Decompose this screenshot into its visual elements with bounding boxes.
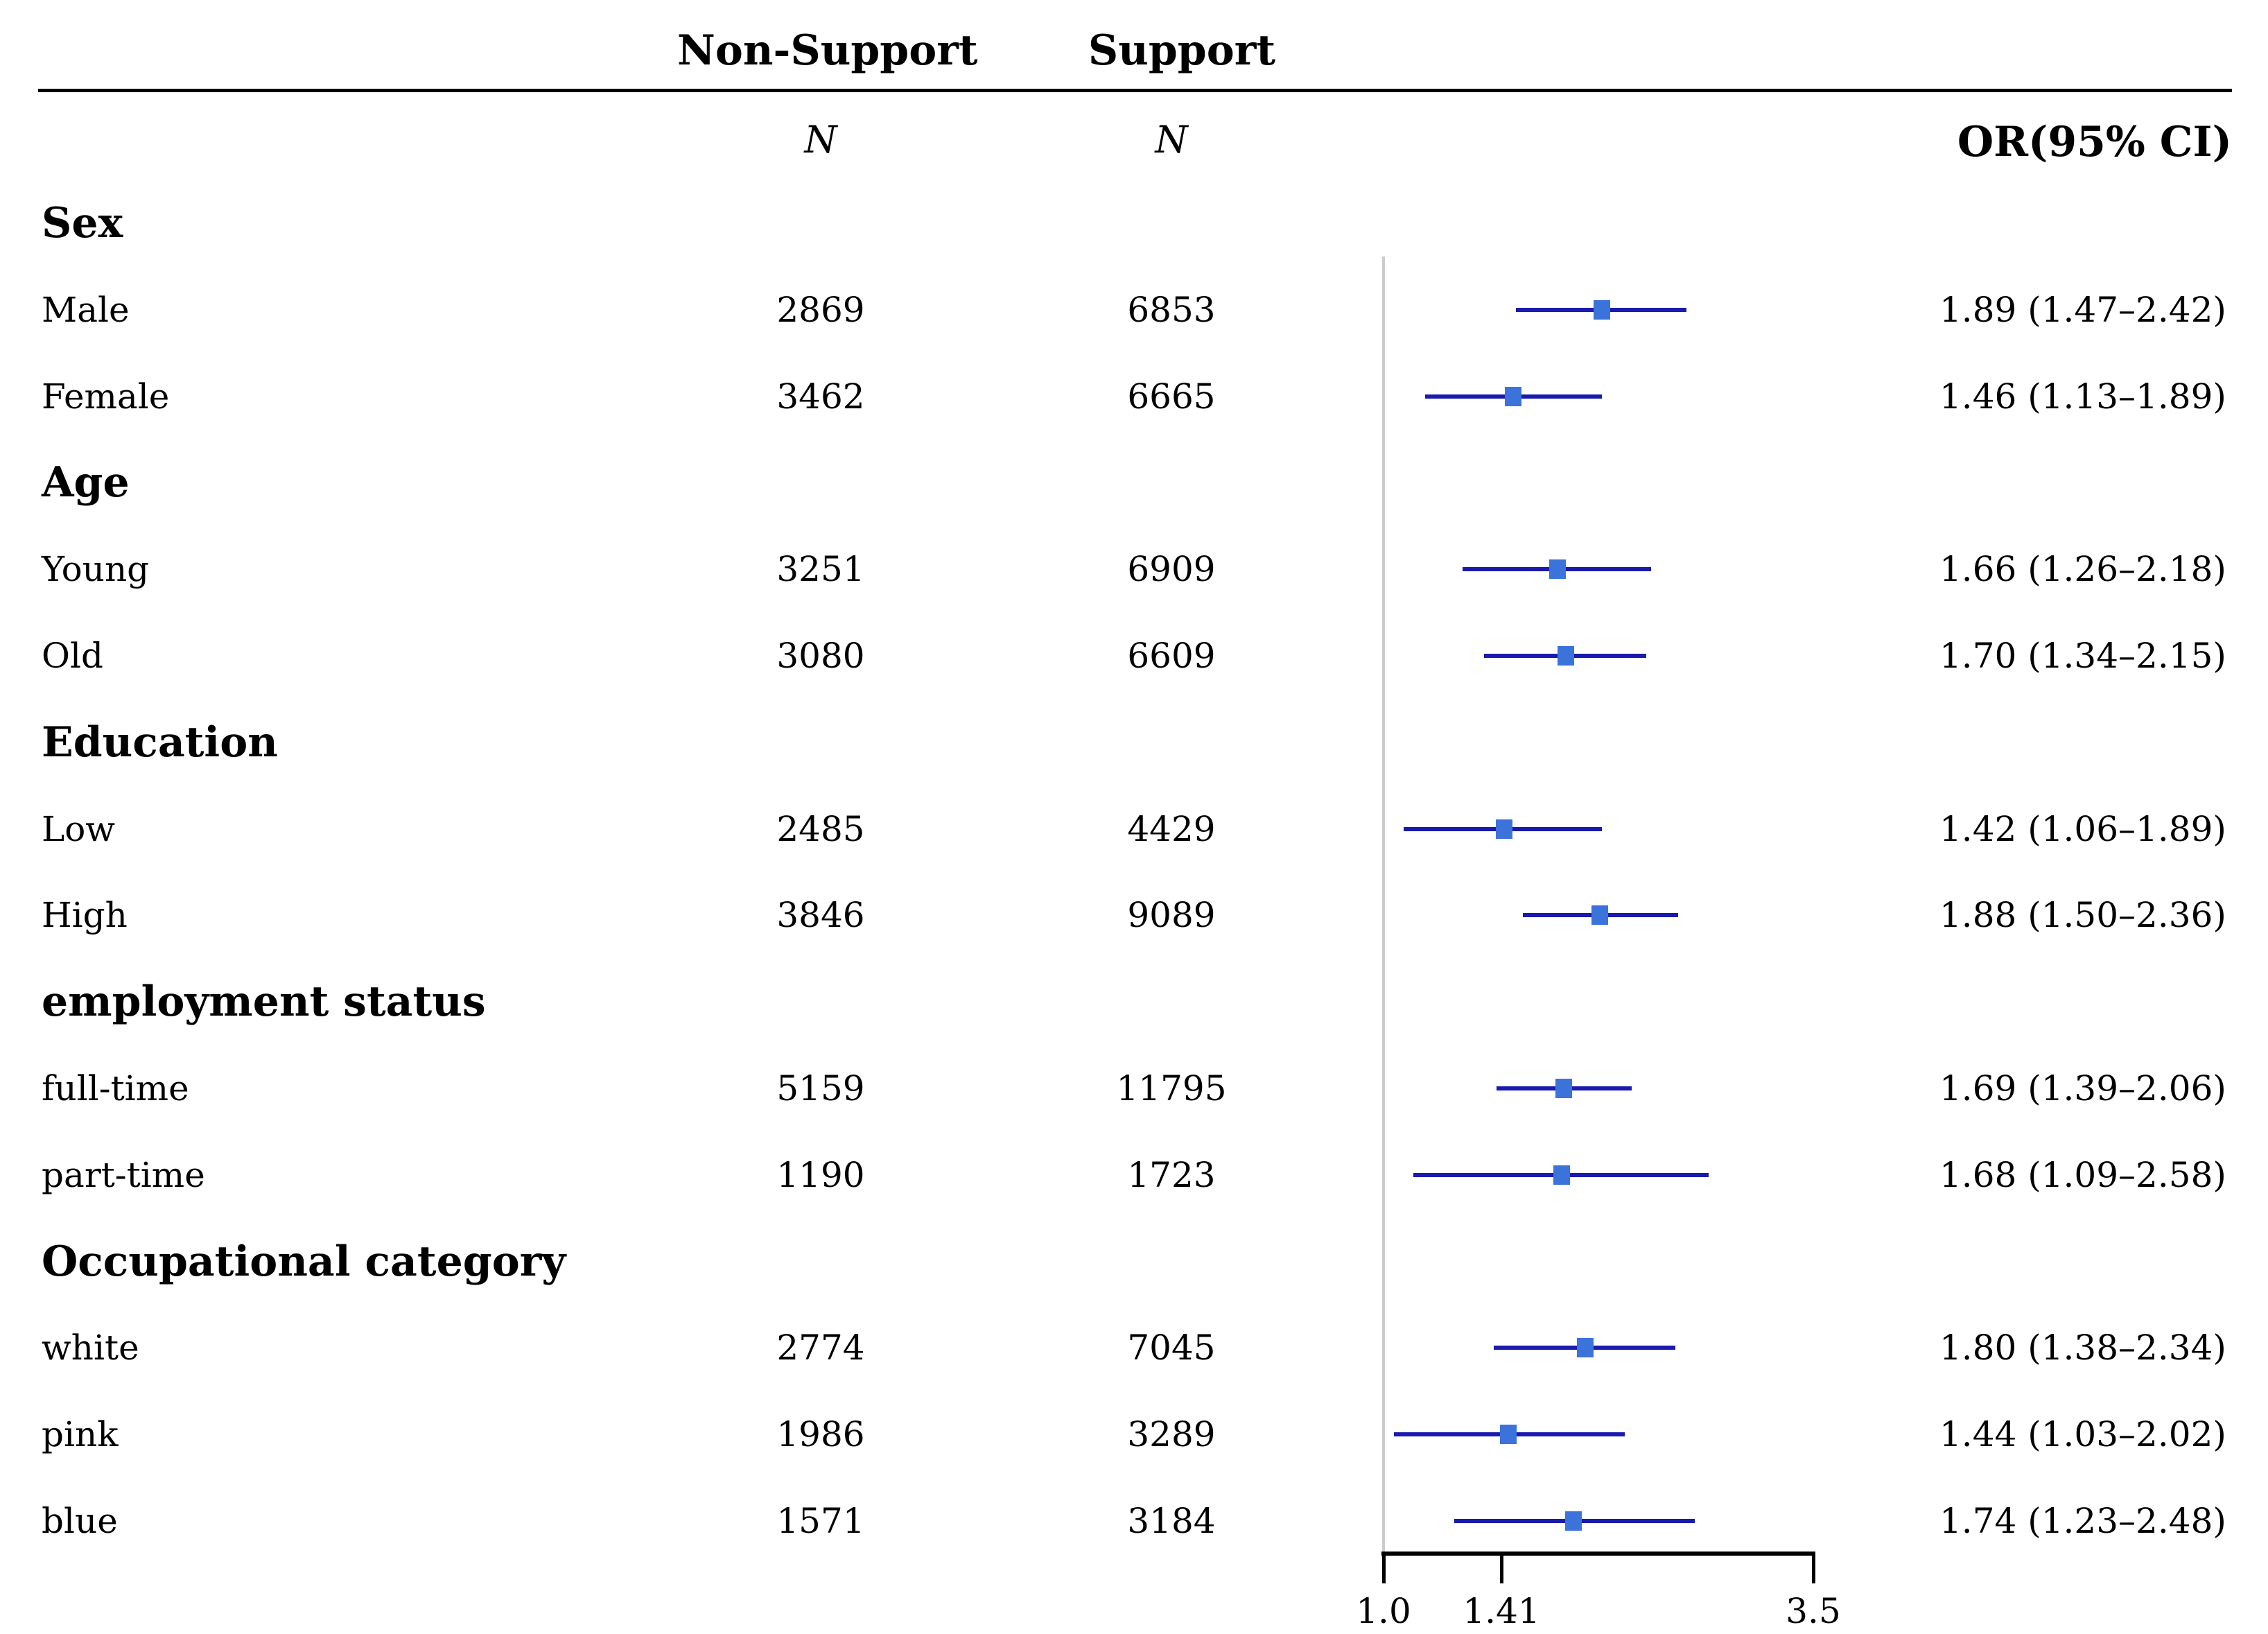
x-axis-label-1.41: 1.41 [1463,1591,1540,1631]
or-marker-old [1557,646,1574,666]
or-marker-young [1549,559,1566,580]
column-header-n-non-support: N [804,118,837,162]
x-axis-tick-1.0 [1381,1552,1386,1583]
or-ci-text-blue: 1.74 (1.23–2.48) [1939,1501,2226,1541]
row-label-male: Male [42,289,130,330]
x-axis-label-1.0: 1.0 [1356,1591,1411,1631]
section-row-education: Education [0,718,2268,767]
or-marker-blue [1565,1511,1582,1531]
or-ci-text-white: 1.80 (1.38–2.34) [1939,1328,2226,1368]
section-row-occupational-category: Occupational category [0,1237,2268,1287]
row-label-female: Female [42,376,170,417]
non-support-n-blue: 1571 [776,1501,865,1541]
or-marker-full-time [1555,1079,1572,1098]
table-row-full-time: full-time 5159 11795 1.69 (1.39–2.06) [0,1063,2268,1113]
x-axis-tick-1.41 [1499,1552,1503,1583]
column-header-support: Support [1088,26,1276,75]
reference-line-or-1 [1382,257,1385,1553]
row-label-part-time: part-time [42,1154,205,1195]
support-n-pink: 3289 [1127,1414,1216,1455]
or-marker-white [1576,1338,1594,1358]
table-row-pink: pink 1986 3289 1.44 (1.03–2.02) [0,1409,2268,1459]
row-label-young: Young [42,549,150,590]
row-label-pink: pink [42,1414,119,1455]
column-header-n-support: N [1155,118,1188,162]
non-support-n-high: 3846 [776,895,865,936]
or-ci-text-high: 1.88 (1.50–2.36) [1939,895,2226,936]
support-n-old: 6609 [1127,636,1216,676]
non-support-n-pink: 1986 [776,1414,865,1455]
table-row-blue: blue 1571 3184 1.74 (1.23–2.48) [0,1496,2268,1546]
header-rule [38,89,2232,92]
table-row-part-time: part-time 1190 1723 1.68 (1.09–2.58) [0,1150,2268,1200]
or-marker-female [1505,386,1522,406]
section-row-sex: Sex [0,198,2268,248]
row-label-white: white [42,1328,139,1368]
x-axis-label-3.5: 3.5 [1786,1591,1841,1631]
non-support-n-young: 3251 [776,549,865,590]
or-ci-text-pink: 1.44 (1.03–2.02) [1939,1414,2226,1455]
or-ci-text-low: 1.42 (1.06–1.89) [1939,808,2226,849]
table-row-female: Female 3462 6665 1.46 (1.13–1.89) [0,372,2268,421]
table-row-male: Male 2869 6853 1.89 (1.47–2.42) [0,285,2268,335]
support-n-blue: 3184 [1127,1501,1216,1541]
row-label-low: Low [42,808,116,849]
non-support-n-low: 2485 [776,808,865,849]
non-support-n-part-time: 1190 [776,1154,865,1195]
support-n-part-time: 1723 [1127,1154,1216,1195]
support-n-full-time: 11795 [1116,1068,1227,1109]
non-support-n-old: 3080 [776,636,865,676]
support-n-female: 6665 [1127,376,1216,417]
table-row-high: High 3846 9089 1.88 (1.50–2.36) [0,890,2268,940]
row-label-blue: blue [42,1501,118,1541]
section-header-employment-status: employment status [42,977,486,1027]
or-marker-pink [1500,1425,1517,1445]
support-n-white: 7045 [1127,1328,1216,1368]
or-ci-text-part-time: 1.68 (1.09–2.58) [1939,1154,2226,1195]
x-axis-tick-3.5 [1811,1552,1815,1583]
column-header-or-ci: OR(95% CI) [1957,118,2232,166]
table-row-young: Young 3251 6909 1.66 (1.26–2.18) [0,544,2268,594]
or-ci-text-old: 1.70 (1.34–2.15) [1939,636,2226,676]
or-ci-text-young: 1.66 (1.26–2.18) [1939,549,2226,590]
row-label-full-time: full-time [42,1068,189,1109]
row-label-old: Old [42,636,103,676]
non-support-n-full-time: 5159 [776,1068,865,1109]
table-row-low: Low 2485 4429 1.42 (1.06–1.89) [0,804,2268,854]
x-axis-line [1381,1552,1815,1556]
non-support-n-female: 3462 [776,376,865,417]
row-label-high: High [42,895,128,936]
table-row-old: Old 3080 6609 1.70 (1.34–2.15) [0,631,2268,681]
or-ci-text-male: 1.89 (1.47–2.42) [1939,289,2226,330]
section-header-age: Age [42,458,130,507]
support-n-young: 6909 [1127,549,1216,590]
support-n-high: 9089 [1127,895,1216,936]
table-row-white: white 2774 7045 1.80 (1.38–2.34) [0,1323,2268,1373]
support-n-low: 4429 [1127,808,1216,849]
or-ci-text-female: 1.46 (1.13–1.89) [1939,376,2226,417]
or-ci-text-full-time: 1.69 (1.39–2.06) [1939,1068,2226,1109]
or-marker-part-time [1553,1165,1570,1185]
section-header-occupational-category: Occupational category [42,1237,566,1286]
section-row-age: Age [0,458,2268,507]
or-marker-low [1495,819,1512,839]
or-marker-male [1594,299,1611,320]
support-n-male: 6853 [1127,289,1216,330]
column-header-non-support: Non-Support [677,26,978,75]
non-support-n-white: 2774 [776,1328,865,1368]
section-row-employment-status: employment status [0,977,2268,1027]
or-marker-high [1591,905,1609,925]
section-header-education: Education [42,718,278,767]
non-support-n-male: 2869 [776,289,865,330]
section-header-sex: Sex [42,199,123,247]
